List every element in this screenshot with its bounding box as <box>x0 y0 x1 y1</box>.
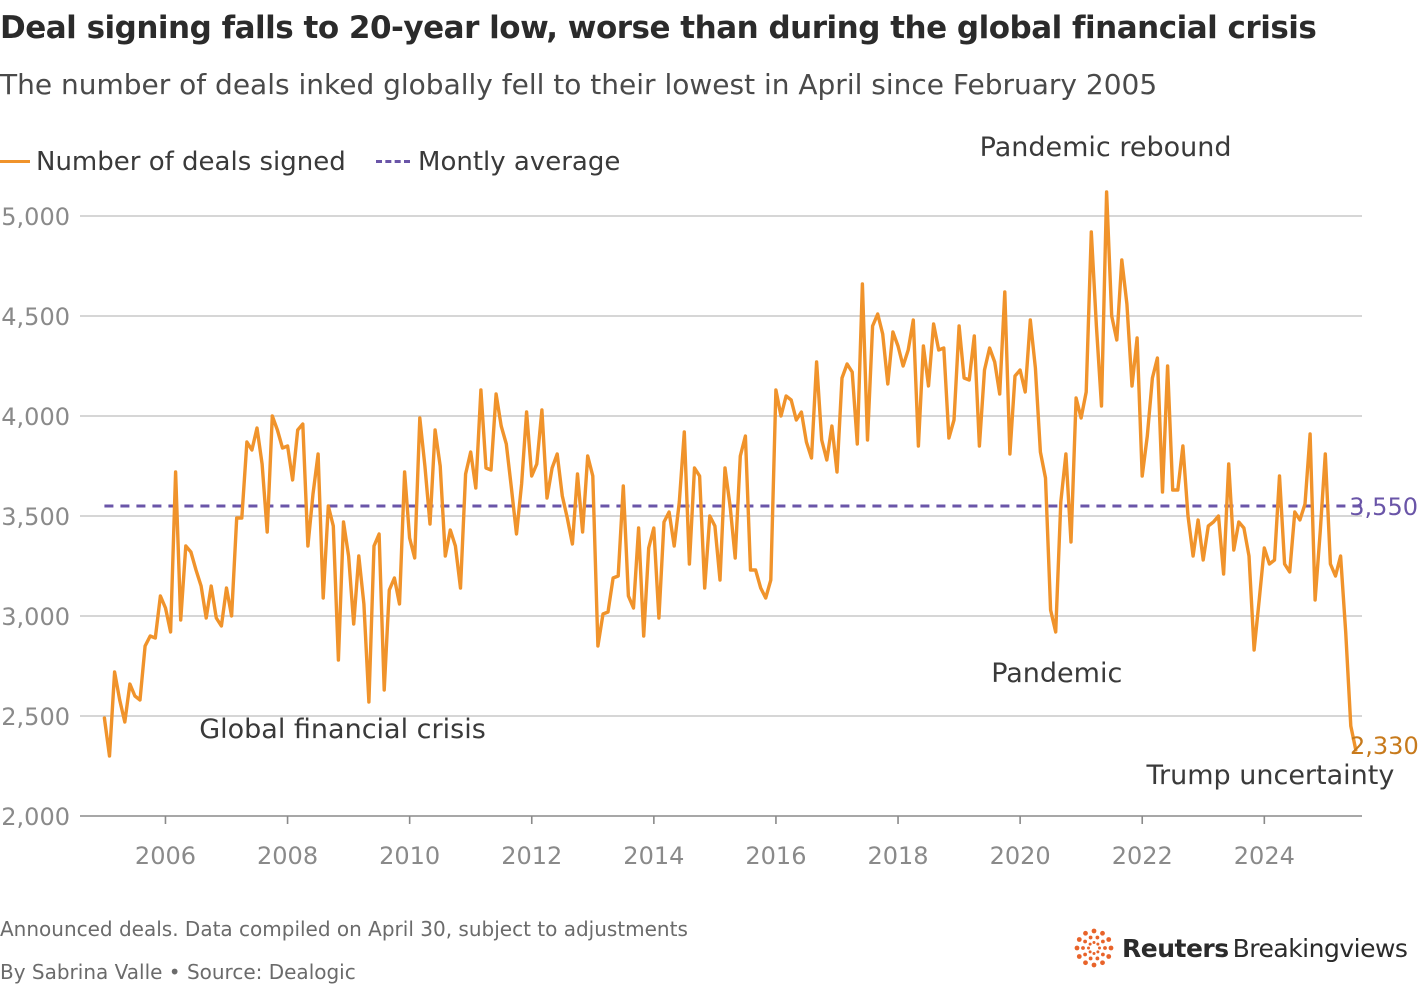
y-tick-label: 4,000 <box>1 403 70 431</box>
average-value-label: 3,550 <box>1349 493 1418 521</box>
x-tick-label: 2008 <box>257 842 318 870</box>
x-tick-label: 2022 <box>1112 842 1173 870</box>
logo-dot <box>1095 956 1100 961</box>
logo-dot <box>1100 960 1105 966</box>
logo-dot <box>1100 952 1105 957</box>
logo-dot <box>1083 952 1088 957</box>
y-tick-label: 5,000 <box>1 203 70 231</box>
logo-product-text: Breakingviews <box>1232 933 1408 963</box>
annotation: Trump uncertainty <box>1145 760 1394 791</box>
logo-dot <box>1074 945 1080 951</box>
logo-dot <box>1087 946 1090 950</box>
chart-subtitle: The number of deals inked globally fell … <box>0 68 1158 101</box>
logo-dot <box>1088 950 1092 954</box>
logo-dot <box>1092 941 1096 944</box>
legend-swatch-average <box>376 160 411 163</box>
logo-dot <box>1103 946 1107 950</box>
logo-dot <box>1088 942 1092 946</box>
x-tick-label: 2020 <box>990 842 1051 870</box>
x-tick-label: 2010 <box>379 842 440 870</box>
legend-label-series: Number of deals signed <box>36 146 346 177</box>
logo-dot <box>1088 956 1093 961</box>
x-tick-label: 2012 <box>501 842 562 870</box>
x-axis: 2006 2008 2010 2012 2014 2016 2018 2020 2022 2024 <box>135 816 1295 870</box>
logo-dot <box>1100 930 1105 936</box>
gridlines <box>80 215 1362 817</box>
logo-dot <box>1106 937 1112 942</box>
x-tick-label: 2018 <box>867 842 928 870</box>
footnote: Announced deals. Data compiled on April … <box>0 917 688 941</box>
x-tick-label: 2006 <box>135 842 196 870</box>
logo-dot <box>1076 954 1082 959</box>
logo-dot <box>1083 930 1088 936</box>
annotations: Global financial crisis Pandemic rebound P… <box>199 132 1394 791</box>
legend: Number of deals signed Montly average <box>0 140 642 177</box>
legend-item-average: Montly average <box>376 147 620 177</box>
logo-dot <box>1108 945 1114 951</box>
logo-brand-text: Reuters <box>1122 933 1229 963</box>
logo-dot <box>1096 942 1100 946</box>
y-tick-label: 4,500 <box>1 303 70 331</box>
logo-dot <box>1096 950 1100 954</box>
logo-dot <box>1100 939 1105 944</box>
last-value-label: 2,330 <box>1350 732 1419 760</box>
annotation: Global financial crisis <box>199 714 486 745</box>
annotation: Pandemic <box>991 658 1122 689</box>
x-tick-label: 2014 <box>623 842 684 870</box>
y-axis-ticks: 2,000 2,500 3,000 3,500 4,000 4,500 5,000 <box>1 203 70 831</box>
legend-swatch-series <box>0 160 30 163</box>
reuters-breakingviews-logo: Reuters Breakingviews <box>1074 928 1408 968</box>
y-tick-label: 3,000 <box>1 603 70 631</box>
x-tick-label: 2024 <box>1234 842 1295 870</box>
y-tick-label: 2,000 <box>1 803 70 831</box>
byline: By Sabrina Valle • Source: Dealogic <box>0 960 356 984</box>
legend-item-series: Number of deals signed <box>0 147 346 177</box>
reuters-dot-ring-icon <box>1074 928 1114 968</box>
chart-title: Deal signing falls to 20-year low, worse… <box>0 10 1317 46</box>
legend-label-average: Montly average <box>418 146 621 177</box>
logo-dot <box>1076 937 1082 942</box>
series-line-deals-signed <box>102 190 1358 758</box>
logo-dot <box>1098 946 1101 950</box>
logo-dot <box>1095 935 1100 940</box>
logo-dot <box>1106 954 1112 959</box>
logo-dot <box>1081 946 1085 950</box>
annotation: Pandemic rebound <box>980 132 1232 163</box>
logo-dot <box>1091 928 1097 934</box>
logo-dot <box>1083 939 1088 944</box>
logo-dot <box>1083 960 1088 966</box>
logo-dot <box>1091 962 1097 968</box>
logo-dot <box>1088 935 1093 940</box>
logo-dot <box>1092 952 1096 955</box>
y-tick-label: 3,500 <box>1 503 70 531</box>
x-tick-label: 2016 <box>745 842 806 870</box>
y-tick-label: 2,500 <box>1 703 70 731</box>
